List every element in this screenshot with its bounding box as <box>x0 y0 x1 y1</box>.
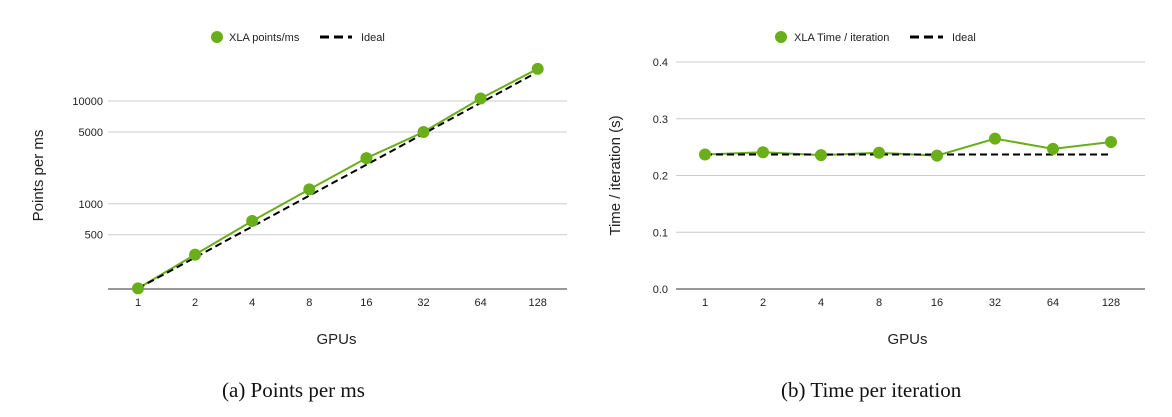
data-point <box>699 148 711 161</box>
x-tick-label: 4 <box>818 297 824 309</box>
data-point <box>360 152 373 165</box>
y-tick-label: 0.3 <box>653 114 668 126</box>
legend-marker-xla <box>775 31 787 43</box>
x-tick-label: 1 <box>135 297 141 309</box>
x-tick-label: 32 <box>989 297 1001 309</box>
x-tick-label: 16 <box>360 297 372 309</box>
x-axis-title: GPUs <box>316 331 356 348</box>
x-tick-label: 128 <box>1102 297 1120 309</box>
caption-time-per-iteration: (b) Time per iteration <box>781 378 962 402</box>
legend-label-xla: XLA Time / iteration <box>794 32 889 44</box>
chart-points-per-ms: 500 1000 5000 10000 1 2 4 8 16 32 64 128 GPUs Points … <box>30 31 567 348</box>
x-tick-label: 2 <box>760 297 766 309</box>
x-tick-label: 1 <box>702 297 708 309</box>
x-tick-label: 16 <box>931 297 943 309</box>
data-point <box>246 214 259 227</box>
data-point <box>417 125 430 138</box>
series-line-xla <box>137 67 539 290</box>
caption-points-per-ms: (a) Points per ms <box>222 378 365 402</box>
x-tick-label: 64 <box>1047 297 1059 309</box>
data-point <box>931 149 943 162</box>
y-tick-label: 500 <box>85 230 103 242</box>
y-tick-label: 0.2 <box>653 171 668 183</box>
x-tick-label: 4 <box>249 297 255 309</box>
y-tick-label: 0.1 <box>653 227 668 239</box>
y-tick-label: 5000 <box>79 127 103 139</box>
x-tick-label: 8 <box>306 297 312 309</box>
data-point <box>989 132 1001 145</box>
legend-marker-xla <box>211 31 223 43</box>
data-point <box>1047 142 1059 155</box>
y-tick-label: 1000 <box>79 199 103 211</box>
y-tick-label: 0.4 <box>653 57 668 69</box>
y-axis-title: Points per ms <box>30 130 47 222</box>
data-point <box>303 183 316 196</box>
data-point <box>757 146 769 159</box>
x-tick-label: 2 <box>192 297 198 309</box>
x-tick-label: 64 <box>474 297 486 309</box>
chart-time-per-iteration: 0.0 0.1 0.2 0.3 0.4 1 2 4 8 16 32 64 128 GPUs Time / i… <box>607 31 1145 348</box>
x-tick-label: 32 <box>417 297 429 309</box>
data-point <box>474 92 487 105</box>
x-tick-label: 8 <box>876 297 882 309</box>
y-tick-label: 0.0 <box>653 284 668 296</box>
data-point <box>815 149 827 162</box>
data-point <box>132 282 144 295</box>
y-tick-label: 10000 <box>72 96 103 108</box>
data-point <box>1105 136 1117 149</box>
x-axis-title: GPUs <box>887 331 927 348</box>
data-point <box>873 146 885 159</box>
data-point <box>189 248 202 261</box>
y-axis-title: Time / iteration (s) <box>607 115 624 235</box>
x-tick-label: 128 <box>529 297 547 309</box>
legend-label-ideal: Ideal <box>952 32 976 44</box>
legend-label-ideal: Ideal <box>361 32 385 44</box>
series-line-ideal <box>137 71 539 290</box>
data-point <box>531 62 544 75</box>
legend-label-xla: XLA points/ms <box>229 32 300 44</box>
